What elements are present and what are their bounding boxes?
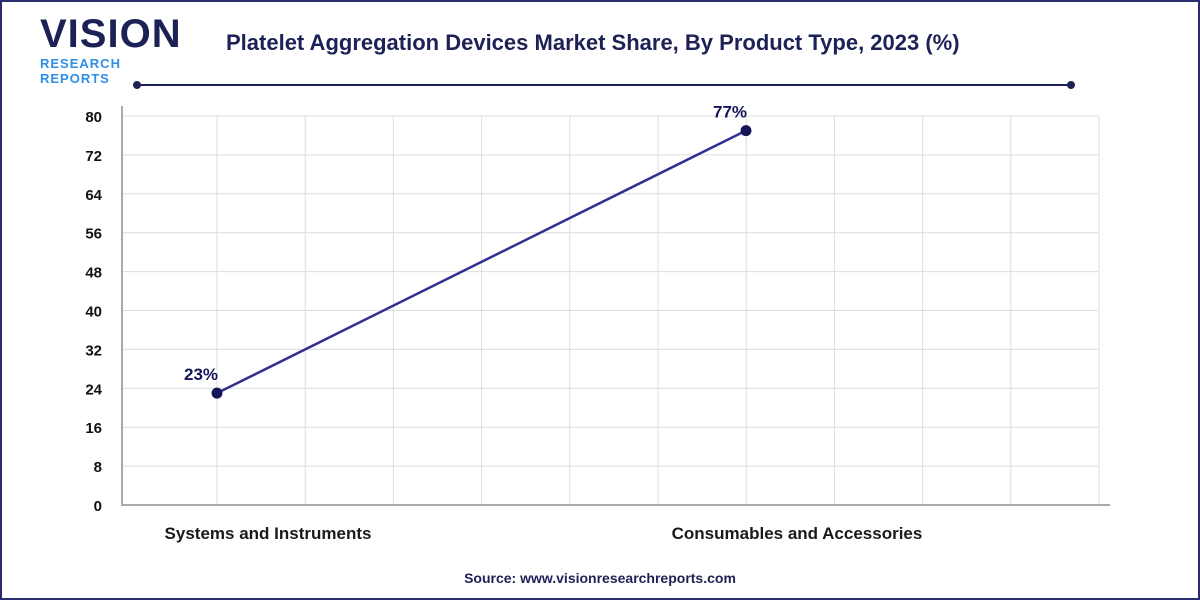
logo-sub-text: RESEARCH REPORTS (40, 56, 121, 86)
logo-main-text: VISION (40, 12, 182, 56)
x-category-label: Systems and Instruments (165, 524, 372, 543)
series-line (216, 129, 747, 395)
y-tick-label: 56 (85, 226, 102, 243)
y-tick-label: 16 (85, 420, 102, 437)
title-divider (137, 84, 1071, 86)
logo: VISION RESEARCH REPORTS (40, 12, 190, 86)
source-text: Source: www.visionresearchreports.com (464, 570, 736, 586)
y-tick-label: 48 (85, 265, 102, 282)
y-tick-label: 80 (85, 109, 102, 126)
y-tick-label: 32 (85, 342, 102, 359)
divider-dot-right (1067, 81, 1075, 89)
divider-dot-left (133, 81, 141, 89)
data-point (211, 387, 223, 399)
data-label: 23% (184, 365, 218, 384)
y-tick-label: 72 (85, 148, 102, 165)
y-tick-label: 0 (94, 498, 102, 515)
data-label: 77% (713, 103, 747, 122)
y-tick-label: 24 (85, 381, 102, 398)
chart-title: Platelet Aggregation Devices Market Shar… (226, 30, 960, 55)
x-category-label: Consumables and Accessories (672, 524, 923, 543)
y-tick-label: 40 (85, 304, 102, 321)
data-point (740, 125, 752, 137)
y-tick-label: 8 (94, 459, 102, 476)
y-tick-label: 64 (85, 187, 102, 204)
